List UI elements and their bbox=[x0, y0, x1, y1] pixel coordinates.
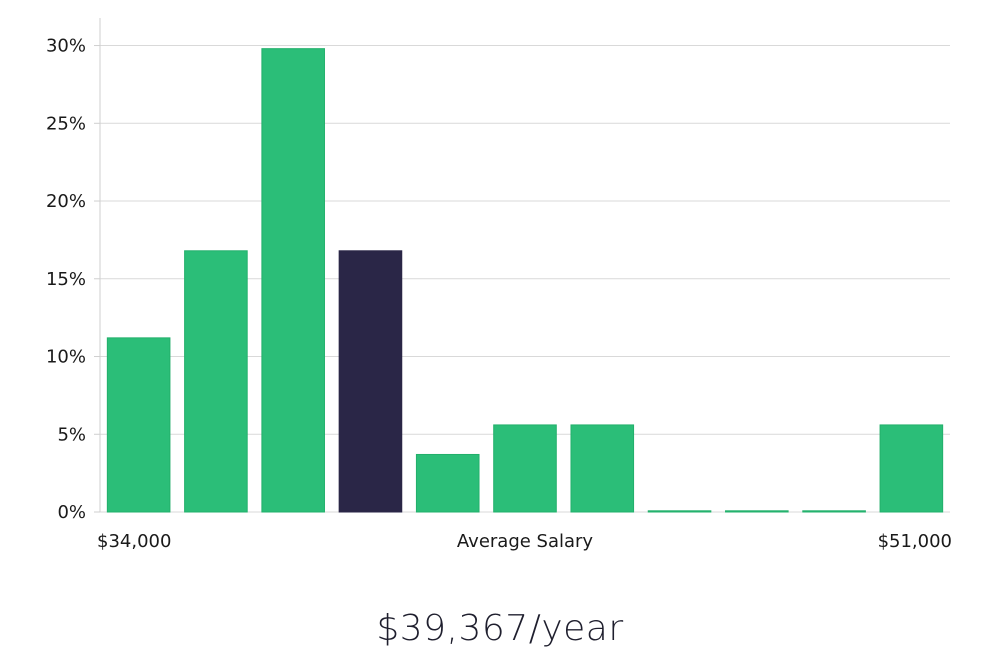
average-salary-value: $39,367/year bbox=[376, 608, 624, 649]
salary-histogram-chart: 0% 5% 10% 15% 20% 25% 30% $34,000 Average Sala… bbox=[46, 18, 952, 552]
y-tick-label: 5% bbox=[57, 424, 86, 445]
bar bbox=[802, 510, 866, 513]
bar-highlighted bbox=[338, 250, 403, 513]
y-tick-label: 25% bbox=[46, 113, 86, 134]
bar bbox=[570, 424, 635, 513]
bar bbox=[415, 453, 480, 513]
x-axis-max-label: $51,000 bbox=[878, 531, 952, 552]
y-tick-label: 20% bbox=[46, 191, 86, 212]
y-tick-label: 15% bbox=[46, 269, 86, 290]
bars bbox=[106, 48, 944, 513]
x-axis-title: Average Salary bbox=[457, 531, 594, 552]
bar bbox=[879, 424, 944, 513]
bar bbox=[106, 337, 171, 513]
bar bbox=[261, 48, 325, 513]
y-axis-ticks: 0% 5% 10% 15% 20% 25% 30% bbox=[46, 36, 100, 523]
bar bbox=[725, 510, 789, 513]
y-tick-label: 10% bbox=[46, 347, 86, 368]
x-axis-min-label: $34,000 bbox=[97, 531, 171, 552]
y-tick-label: 0% bbox=[57, 502, 86, 523]
bar bbox=[647, 510, 712, 513]
bar bbox=[493, 424, 557, 513]
bar bbox=[184, 250, 248, 513]
y-tick-label: 30% bbox=[46, 36, 86, 57]
